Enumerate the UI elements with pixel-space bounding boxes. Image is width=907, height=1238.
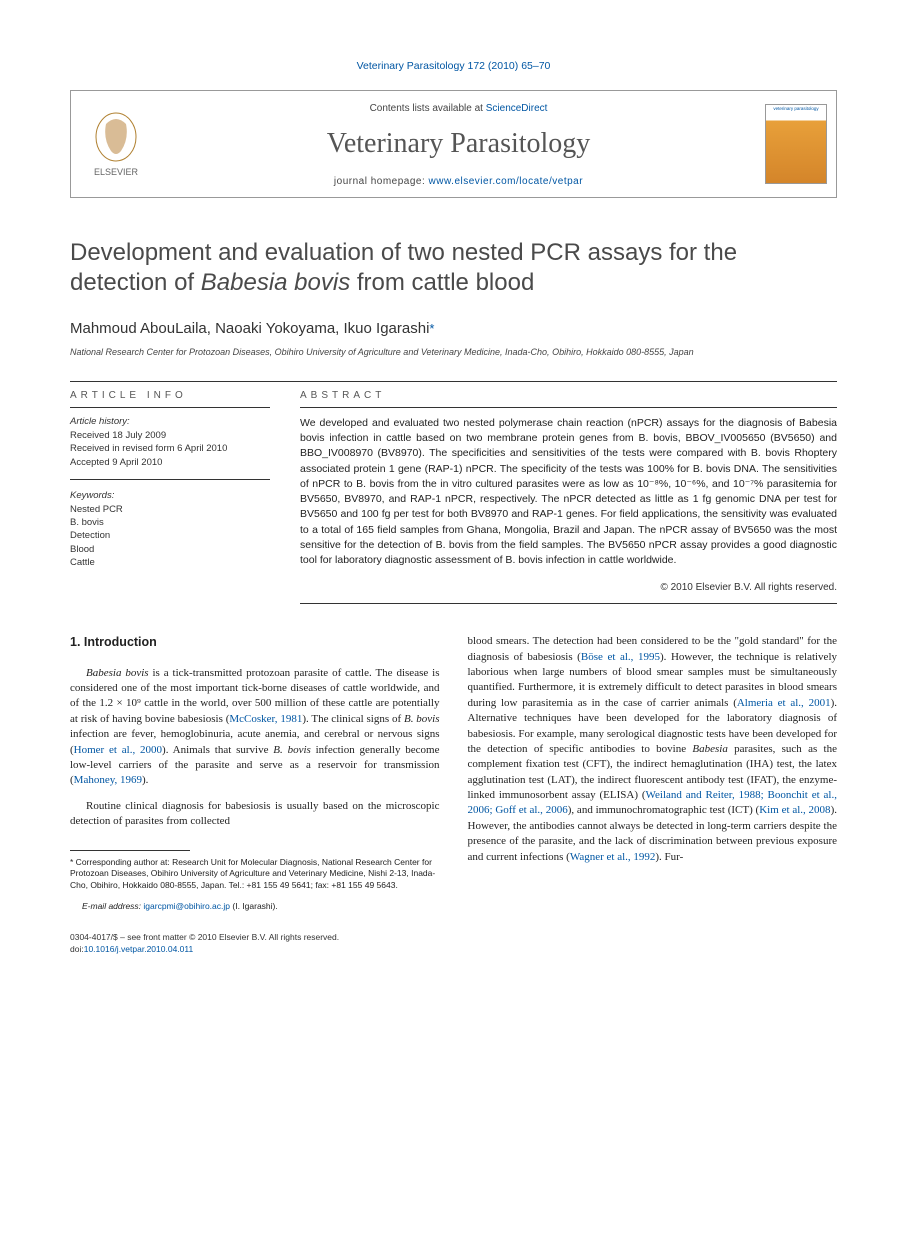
affiliation: National Research Center for Protozoan D…: [70, 347, 837, 357]
publisher-logo-cell: ELSEVIER: [71, 91, 161, 197]
keyword: Nested PCR: [70, 503, 270, 516]
title-species: Babesia bovis: [201, 269, 350, 296]
intro-para-2: Routine clinical diagnosis for babesiosi…: [70, 799, 440, 830]
abstract-copyright: © 2010 Elsevier B.V. All rights reserved…: [300, 582, 837, 603]
species-name: Babesia bovis: [86, 667, 149, 679]
history-revised: Received in revised form 6 April 2010: [70, 442, 270, 455]
abstract-heading: abstract: [300, 382, 837, 407]
introduction-heading: 1. Introduction: [70, 634, 440, 652]
keywords-block: Keywords: Nested PCR B. bovis Detection …: [70, 490, 270, 569]
contents-prefix: Contents lists available at: [370, 103, 486, 114]
email-label: E-mail address:: [82, 901, 143, 911]
email-footnote: E-mail address: igarcpmi@obihiro.ac.jp (…: [70, 901, 440, 912]
body-two-column: 1. Introduction Babesia bovis is a tick-…: [70, 634, 837, 912]
abstract-column: abstract We developed and evaluated two …: [300, 382, 837, 604]
journal-name: Veterinary Parasitology: [171, 128, 746, 160]
contents-available-line: Contents lists available at ScienceDirec…: [171, 103, 746, 114]
history-label: Article history:: [70, 416, 270, 427]
title-post: from cattle blood: [350, 269, 534, 296]
authors-names: Mahmoud AbouLaila, Naoaki Yokoyama, Ikuo…: [70, 320, 429, 337]
footnote-block: * Corresponding author at: Research Unit…: [70, 850, 440, 913]
homepage-prefix: journal homepage:: [334, 176, 429, 187]
sciencedirect-link[interactable]: ScienceDirect: [486, 103, 548, 114]
article-info-heading: article info: [70, 382, 270, 407]
elsevier-logo-icon: ELSEVIER: [81, 109, 151, 179]
keywords-label: Keywords:: [70, 490, 270, 501]
abstract-text: We developed and evaluated two nested po…: [300, 408, 837, 568]
citation-link[interactable]: Mahoney, 1969: [74, 774, 142, 786]
journal-homepage-line: journal homepage: www.elsevier.com/locat…: [171, 176, 746, 187]
cover-label: veterinary parasitology: [766, 106, 826, 111]
history-received: Received 18 July 2009: [70, 429, 270, 442]
article-page: Veterinary Parasitology 172 (2010) 65–70…: [0, 0, 907, 996]
intro-para-3: blood smears. The detection had been con…: [468, 634, 838, 865]
keyword: Cattle: [70, 556, 270, 569]
citation-link[interactable]: Böse et al., 1995: [581, 651, 660, 663]
footer-doi-line: doi:10.1016/j.vetpar.2010.04.011: [70, 944, 837, 956]
corresponding-author-mark[interactable]: *: [429, 321, 434, 336]
citation-link[interactable]: McCosker, 1981: [229, 713, 302, 725]
svg-text:ELSEVIER: ELSEVIER: [94, 167, 139, 177]
citation-link[interactable]: Wagner et al., 1992: [570, 851, 656, 863]
intro-para-1: Babesia bovis is a tick-transmitted prot…: [70, 666, 440, 789]
authors-line: Mahmoud AbouLaila, Naoaki Yokoyama, Ikuo…: [70, 320, 837, 337]
header-center: Contents lists available at ScienceDirec…: [161, 91, 756, 197]
journal-header-box: ELSEVIER Contents lists available at Sci…: [70, 90, 837, 198]
history-accepted: Accepted 9 April 2010: [70, 456, 270, 469]
article-info-column: article info Article history: Received 1…: [70, 382, 270, 604]
corresponding-footnote: * Corresponding author at: Research Unit…: [70, 857, 440, 891]
keyword: B. bovis: [70, 516, 270, 529]
journal-cover-cell: veterinary parasitology: [756, 91, 836, 197]
info-abstract-row: article info Article history: Received 1…: [70, 382, 837, 604]
article-history-block: Article history: Received 18 July 2009 R…: [70, 408, 270, 480]
journal-reference: Veterinary Parasitology 172 (2010) 65–70: [70, 60, 837, 72]
citation-link[interactable]: Kim et al., 2008: [759, 804, 830, 816]
page-footer: 0304-4017/$ – see front matter © 2010 El…: [70, 932, 837, 956]
email-link[interactable]: igarcpmi@obihiro.ac.jp: [143, 901, 230, 911]
keyword: Detection: [70, 529, 270, 542]
article-title: Development and evaluation of two nested…: [70, 238, 837, 298]
citation-link[interactable]: Homer et al., 2000: [74, 744, 162, 756]
journal-homepage-link[interactable]: www.elsevier.com/locate/vetpar: [429, 176, 584, 187]
citation-link[interactable]: Almeria et al., 2001: [737, 697, 831, 709]
footer-copyright: 0304-4017/$ – see front matter © 2010 El…: [70, 932, 837, 944]
footnote-separator: [70, 850, 190, 851]
journal-cover-thumbnail: veterinary parasitology: [765, 104, 827, 184]
abstract-rule-bottom: [300, 603, 837, 604]
keyword: Blood: [70, 543, 270, 556]
doi-link[interactable]: 10.1016/j.vetpar.2010.04.011: [84, 944, 194, 954]
